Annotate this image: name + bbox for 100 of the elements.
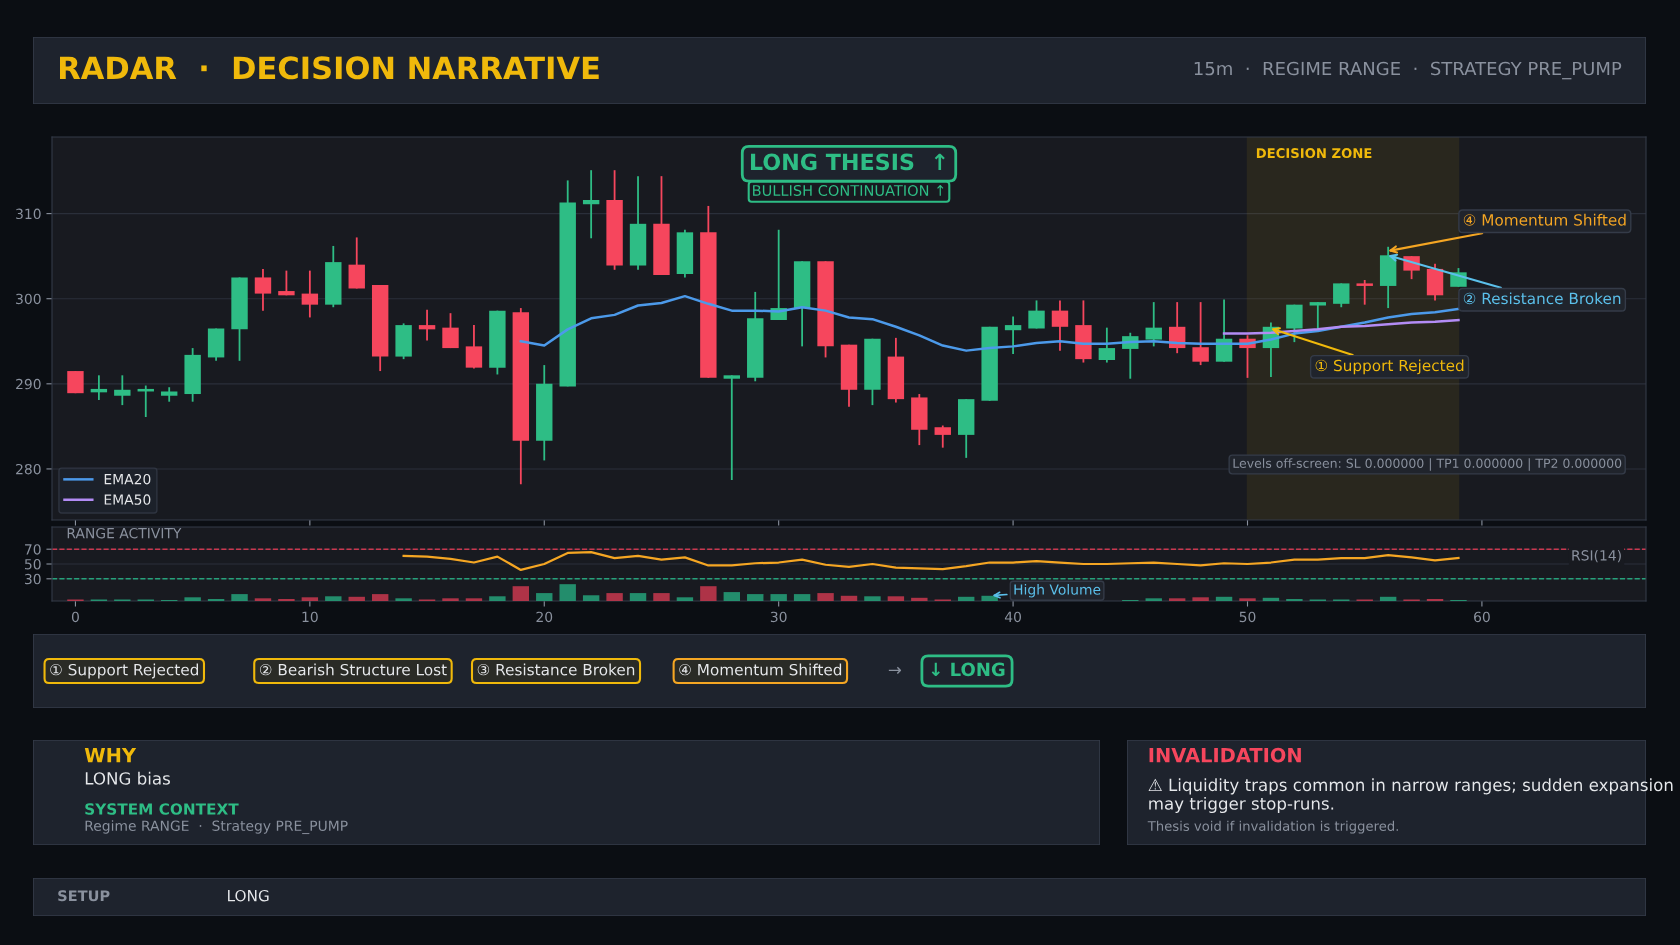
candlestick <box>465 324 483 370</box>
text: 15m · REGIME RANGE · STRATEGY PRE_PUMP <box>1194 61 1622 80</box>
candlestick <box>1286 303 1303 344</box>
bar <box>1145 598 1162 601</box>
bar <box>325 596 342 601</box>
y-tick-label: 50 <box>24 558 41 570</box>
band-label: DECISION ZONE <box>1256 148 1372 159</box>
text: SYSTEM CONTEXT <box>85 803 239 815</box>
candlestick <box>1004 315 1022 355</box>
text: ② Bearish Structure Lost <box>259 663 447 676</box>
bar <box>747 594 764 601</box>
bar <box>606 593 623 601</box>
x-tick-label: 0 <box>71 611 79 623</box>
text: LONG bias <box>85 771 170 785</box>
y-tick-label: 310 <box>16 208 41 220</box>
text: WHY <box>84 747 137 763</box>
bar <box>512 586 530 601</box>
legend-label: EMA50 <box>104 494 151 505</box>
annotation: ② Resistance Broken <box>1463 292 1621 305</box>
candlestick <box>442 312 459 349</box>
bar <box>981 595 998 601</box>
text: LONG <box>228 889 269 902</box>
bar <box>723 592 740 601</box>
bar <box>1262 597 1280 601</box>
y-tick-label: 70 <box>25 544 41 555</box>
annotation: High Volume <box>1014 584 1101 598</box>
bar <box>184 597 201 601</box>
candlestick <box>1333 282 1350 309</box>
text: RSI(14) <box>1572 549 1621 563</box>
bar <box>629 593 647 601</box>
candlestick <box>278 269 295 297</box>
candlestick <box>1145 301 1162 348</box>
bar <box>536 593 553 601</box>
y-tick-label: 290 <box>16 378 41 390</box>
candlestick <box>1356 279 1373 306</box>
bar <box>887 596 905 601</box>
text: ④ Momentum Shifted <box>679 663 842 676</box>
bar <box>817 593 834 601</box>
candlestick <box>114 374 131 407</box>
bar <box>395 598 412 601</box>
annotation: ① Support Rejected <box>1315 359 1464 375</box>
x-tick-label: 40 <box>1004 611 1021 623</box>
x-tick-label: 20 <box>536 611 553 623</box>
candlestick <box>934 424 951 449</box>
bar <box>465 598 483 601</box>
bar <box>1286 598 1303 601</box>
text: BULLISH CONTINUATION ↑ <box>753 184 944 196</box>
bar <box>700 586 717 601</box>
text: ① Support Rejected <box>50 663 198 679</box>
candlestick <box>1192 301 1209 367</box>
bar <box>489 596 506 601</box>
text: Thesis void if invalidation is triggered. <box>1147 820 1398 834</box>
bar <box>278 598 295 601</box>
candlestick <box>1028 299 1045 330</box>
bar <box>301 597 319 601</box>
x-tick-label: 10 <box>302 611 318 623</box>
text: SETUP <box>58 890 110 902</box>
bar <box>793 594 811 601</box>
chart-title: RANGE ACTIVITY <box>67 527 182 539</box>
text: INVALIDATION <box>1149 747 1301 763</box>
bar <box>770 594 787 601</box>
text: LONG THESIS ↑ <box>750 153 945 171</box>
bar <box>653 593 670 601</box>
bar <box>1239 598 1256 601</box>
bar <box>254 598 272 601</box>
candlestick <box>1051 299 1069 352</box>
bar <box>371 594 389 601</box>
text: ⚠ Liquidity traps common in narrow ranges; sudden expansion may trigger stop-runs. <box>1148 778 1673 814</box>
text: ③ Resistance Broken <box>477 663 635 676</box>
annotation: ④ Momentum Shifted <box>1463 213 1626 226</box>
text: Regime RANGE · Strategy PRE_PUMP <box>85 820 348 835</box>
candlestick <box>348 236 365 290</box>
x-tick-label: 50 <box>1239 611 1256 623</box>
legend-label: EMA20 <box>104 473 151 485</box>
candlestick <box>254 268 272 312</box>
x-tick-label: 60 <box>1474 611 1490 623</box>
bar <box>676 597 694 601</box>
bar <box>840 595 858 601</box>
bar <box>1215 596 1233 601</box>
candlestick <box>582 169 600 240</box>
bar <box>348 596 365 601</box>
candlestick <box>723 374 740 481</box>
bar <box>1168 598 1186 601</box>
bar <box>582 595 600 601</box>
bar <box>1379 596 1397 601</box>
bar <box>442 598 459 601</box>
candlestick <box>301 269 319 319</box>
line-series <box>402 551 1460 572</box>
y-tick-label: 300 <box>16 293 41 305</box>
bar <box>1426 598 1444 601</box>
bar <box>1192 597 1209 601</box>
candlestick <box>418 308 436 342</box>
text: → <box>888 666 902 674</box>
text: ↓ LONG <box>931 662 1005 677</box>
y-tick-label: 280 <box>16 463 41 475</box>
y-tick-label: 30 <box>24 573 41 585</box>
bar <box>864 596 881 601</box>
annotation: Levels off-screen: SL 0.000000 | TP1 0.000000 | TP2 0.000000 <box>1233 458 1622 471</box>
bar <box>559 584 576 601</box>
bar <box>207 598 225 601</box>
